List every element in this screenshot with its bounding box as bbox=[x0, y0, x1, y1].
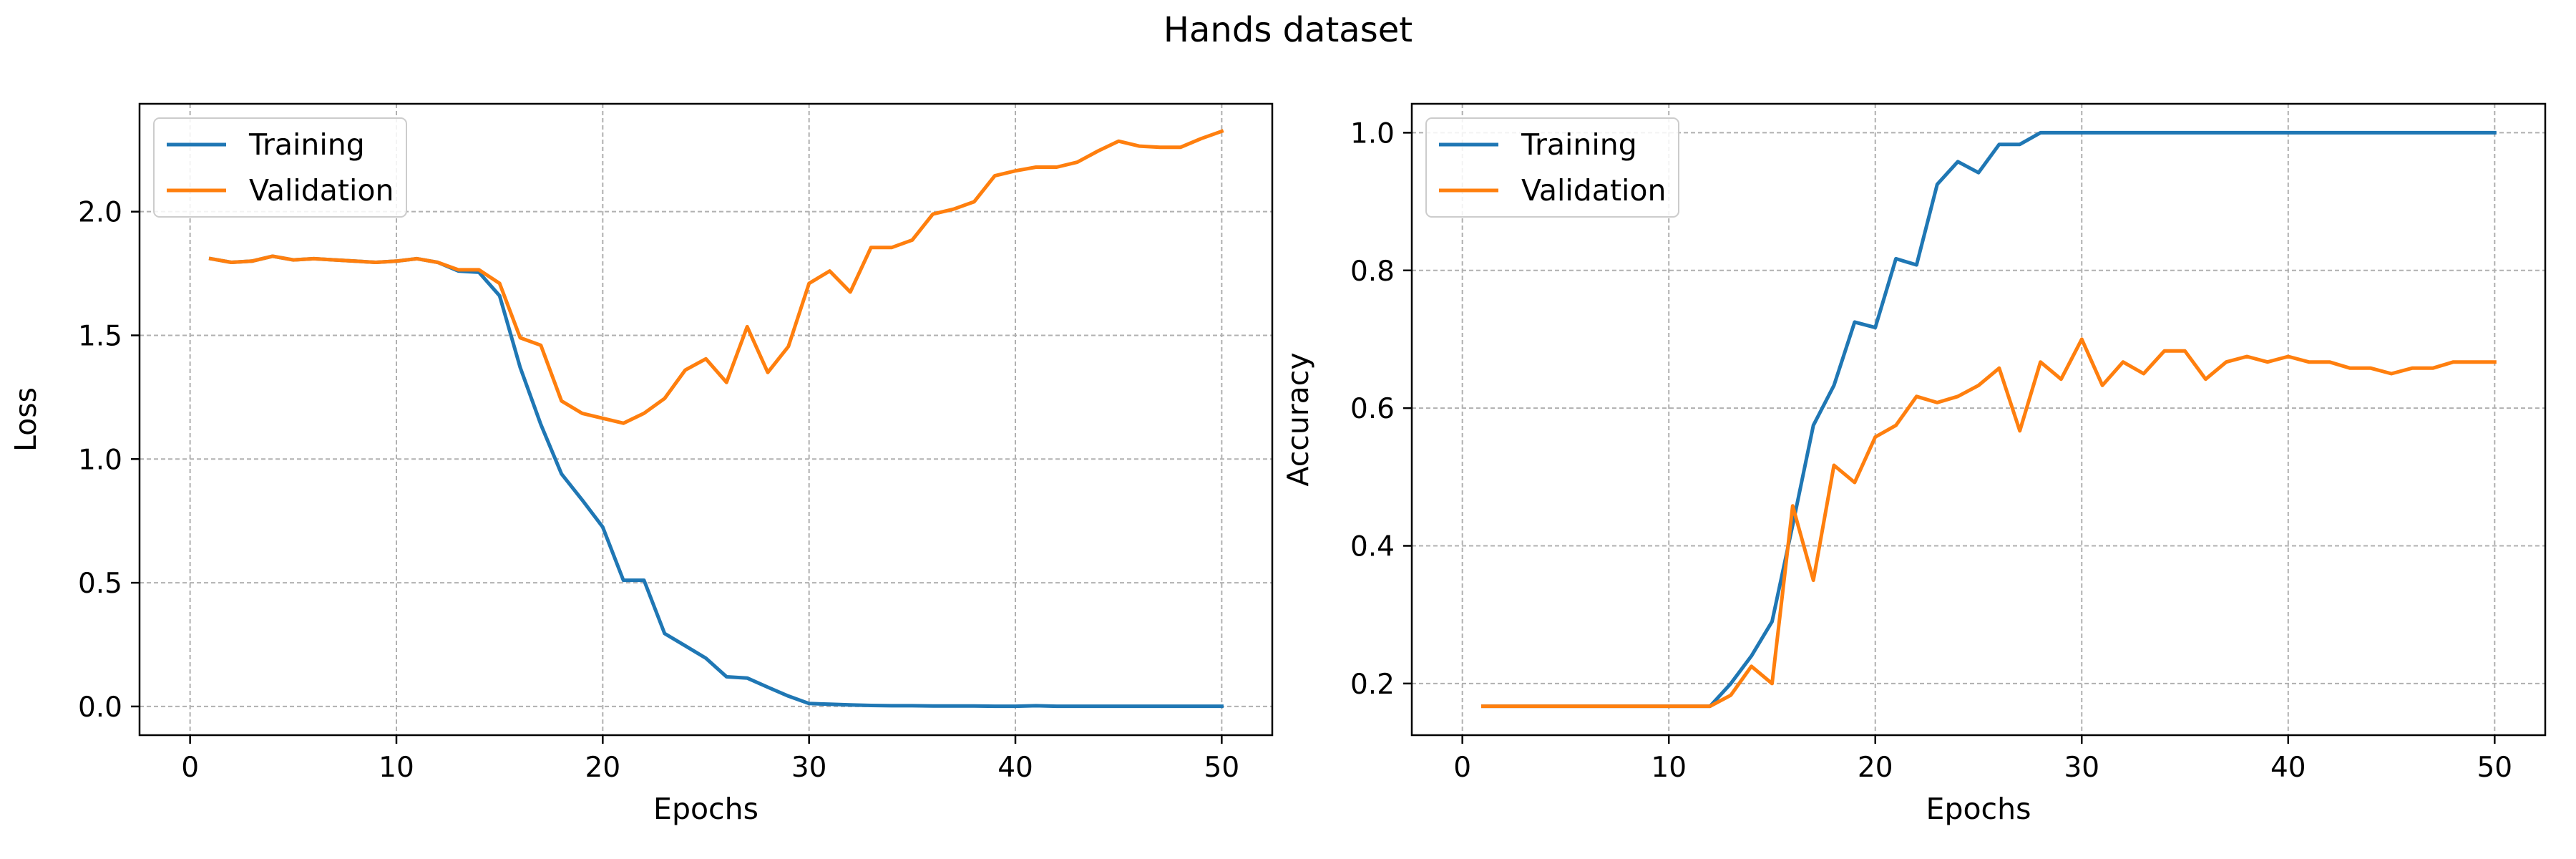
loss-y-tick-label: 1.5 bbox=[78, 320, 122, 352]
accuracy-series-validation-line bbox=[1481, 337, 2497, 709]
loss-legend-label-training: Training bbox=[248, 127, 365, 162]
accuracy-y-tick-label: 0.8 bbox=[1350, 256, 1395, 288]
loss-y-axis-label: Loss bbox=[9, 387, 43, 452]
accuracy-x-tick-label: 50 bbox=[2477, 752, 2512, 784]
accuracy-y-tick-label: 0.4 bbox=[1350, 530, 1395, 563]
accuracy-x-tick-label: 10 bbox=[1651, 752, 1687, 784]
accuracy-x-tick-label: 0 bbox=[1453, 752, 1471, 784]
accuracy-chart-panel: 0 10 20 30 40 50 0.2 0.4 0.6 0.8 1.0 Epochs Accuracy… bbox=[1281, 102, 2547, 826]
loss-chart-panel: 0 10 20 30 40 50 0.0 0.5 1.0 1.5 2.0 Epochs Loss Trai… bbox=[9, 102, 1274, 826]
accuracy-axes-frame bbox=[1410, 102, 2547, 737]
accuracy-legend-label-training: Training bbox=[1521, 127, 1637, 162]
accuracy-x-tick-label: 20 bbox=[1858, 752, 1893, 784]
accuracy-legend-label-validation: Validation bbox=[1521, 173, 1666, 208]
loss-y-tick-label: 0.0 bbox=[78, 691, 122, 724]
loss-x-tick-label: 10 bbox=[379, 752, 414, 784]
loss-x-tick-label: 40 bbox=[997, 752, 1033, 784]
accuracy-y-tick-label: 0.6 bbox=[1350, 393, 1395, 425]
figure-suptitle: Hands dataset bbox=[1163, 10, 1413, 50]
loss-axes-frame bbox=[138, 102, 1274, 737]
loss-x-tick-label: 50 bbox=[1204, 752, 1240, 784]
accuracy-y-tick-label: 1.0 bbox=[1350, 117, 1395, 150]
loss-x-tick-label: 30 bbox=[791, 752, 827, 784]
accuracy-x-tick-label: 40 bbox=[2270, 752, 2306, 784]
loss-series-validation-line bbox=[208, 129, 1224, 425]
accuracy-x-axis-label: Epochs bbox=[1926, 792, 2031, 826]
accuracy-y-axis-label: Accuracy bbox=[1281, 352, 1315, 486]
loss-y-tick-label: 0.5 bbox=[78, 568, 122, 600]
loss-y-tick-label: 2.0 bbox=[78, 197, 122, 229]
loss-x-tick-label: 20 bbox=[585, 752, 621, 784]
loss-x-tick-label: 0 bbox=[181, 752, 199, 784]
loss-y-tick-label: 1.0 bbox=[78, 444, 122, 476]
loss-x-axis-label: Epochs bbox=[653, 792, 758, 826]
accuracy-y-tick-label: 0.2 bbox=[1350, 669, 1395, 701]
accuracy-x-tick-label: 30 bbox=[2064, 752, 2099, 784]
loss-legend-label-validation: Validation bbox=[249, 173, 394, 208]
